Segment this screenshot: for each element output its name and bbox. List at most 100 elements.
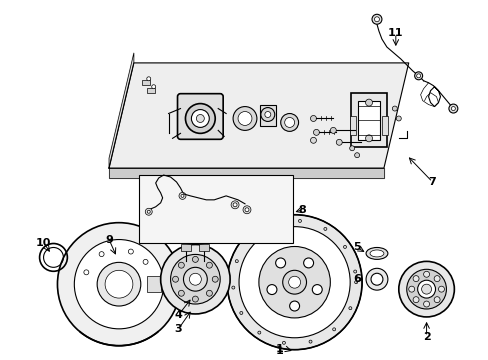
Circle shape	[312, 285, 322, 294]
Circle shape	[366, 268, 387, 290]
Circle shape	[239, 227, 349, 338]
Circle shape	[189, 273, 201, 285]
Circle shape	[151, 85, 155, 89]
Circle shape	[249, 237, 252, 240]
Circle shape	[414, 72, 422, 80]
Circle shape	[146, 77, 150, 81]
Ellipse shape	[369, 250, 383, 257]
Text: 9: 9	[105, 234, 113, 244]
Circle shape	[416, 74, 420, 78]
Circle shape	[196, 114, 204, 122]
Circle shape	[192, 256, 198, 262]
Text: 4: 4	[174, 310, 182, 320]
Circle shape	[412, 297, 418, 303]
Bar	[146, 276, 161, 292]
Circle shape	[450, 107, 454, 111]
Text: 8: 8	[298, 205, 306, 215]
Circle shape	[282, 341, 285, 344]
Circle shape	[128, 249, 133, 254]
Circle shape	[280, 113, 298, 131]
Circle shape	[395, 116, 401, 121]
Text: 6: 6	[352, 274, 360, 284]
Text: 3: 3	[174, 324, 182, 334]
Circle shape	[238, 112, 251, 125]
Bar	[381, 116, 387, 135]
Circle shape	[406, 269, 446, 309]
Circle shape	[275, 258, 285, 268]
Circle shape	[313, 129, 319, 135]
Circle shape	[231, 286, 234, 289]
Circle shape	[231, 201, 239, 209]
Circle shape	[74, 239, 163, 329]
Circle shape	[97, 262, 141, 306]
Circle shape	[323, 228, 326, 230]
Circle shape	[391, 106, 396, 111]
Circle shape	[374, 17, 379, 22]
Circle shape	[412, 276, 418, 282]
Bar	[357, 100, 379, 140]
Circle shape	[192, 296, 198, 302]
Circle shape	[349, 146, 354, 151]
Circle shape	[206, 290, 212, 296]
Circle shape	[336, 139, 342, 145]
Text: 1: 1	[275, 344, 283, 354]
Circle shape	[308, 340, 311, 343]
Circle shape	[145, 208, 152, 215]
Text: 1: 1	[275, 346, 283, 356]
Circle shape	[172, 276, 178, 282]
Polygon shape	[109, 63, 408, 168]
Circle shape	[226, 215, 361, 350]
Circle shape	[206, 262, 212, 268]
Circle shape	[303, 258, 313, 268]
Circle shape	[398, 261, 453, 317]
Circle shape	[233, 203, 237, 207]
Circle shape	[178, 262, 184, 268]
Circle shape	[239, 311, 243, 314]
Circle shape	[257, 331, 260, 334]
Circle shape	[99, 252, 104, 257]
Text: 2: 2	[422, 332, 429, 342]
Circle shape	[423, 301, 428, 307]
Text: 5: 5	[353, 243, 360, 252]
Circle shape	[370, 273, 382, 285]
Bar	[350, 93, 386, 147]
Circle shape	[191, 109, 209, 127]
Circle shape	[170, 255, 220, 304]
Bar	[146, 88, 154, 93]
Circle shape	[83, 270, 89, 275]
Text: 11: 11	[387, 28, 403, 38]
Circle shape	[289, 301, 299, 311]
Circle shape	[258, 247, 330, 318]
Circle shape	[143, 260, 148, 264]
Circle shape	[105, 270, 133, 298]
Circle shape	[438, 286, 444, 292]
Circle shape	[212, 276, 218, 282]
Circle shape	[343, 246, 346, 248]
Circle shape	[365, 99, 372, 106]
Circle shape	[282, 270, 306, 294]
Bar	[181, 243, 191, 251]
Polygon shape	[109, 53, 134, 168]
Circle shape	[57, 223, 180, 346]
Circle shape	[433, 297, 439, 303]
Circle shape	[147, 210, 150, 213]
Circle shape	[365, 135, 372, 142]
Circle shape	[354, 153, 359, 158]
Circle shape	[271, 223, 274, 226]
Circle shape	[371, 14, 381, 24]
Circle shape	[244, 208, 248, 212]
Circle shape	[266, 285, 276, 294]
Circle shape	[185, 104, 215, 133]
Circle shape	[448, 104, 457, 113]
Circle shape	[284, 117, 294, 127]
Circle shape	[310, 137, 316, 143]
Text: 7: 7	[428, 177, 435, 187]
Circle shape	[260, 108, 274, 121]
Bar	[199, 243, 209, 251]
Circle shape	[235, 260, 238, 263]
Circle shape	[310, 116, 316, 121]
Circle shape	[183, 267, 207, 291]
Circle shape	[354, 281, 357, 284]
Circle shape	[408, 286, 414, 292]
Circle shape	[332, 328, 335, 331]
